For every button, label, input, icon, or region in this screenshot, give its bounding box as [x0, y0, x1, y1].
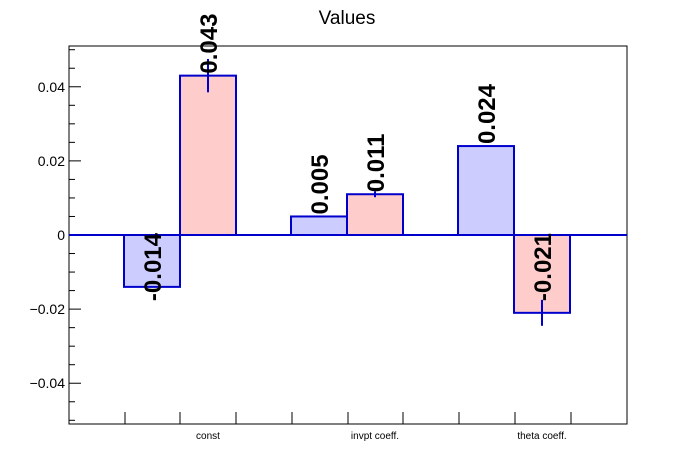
x-tick-label: const: [196, 431, 220, 442]
bar: [123, 234, 181, 288]
y-tick-label: −0.02: [30, 301, 66, 317]
data-label: 0.043: [196, 14, 223, 74]
data-label: 0.011: [363, 134, 390, 193]
data-label: -0.014: [140, 232, 167, 301]
x-tick-label: theta coeff.: [517, 431, 566, 442]
bar: [179, 74, 237, 236]
y-tick-label: 0.04: [38, 79, 65, 95]
chart-title: Values: [319, 8, 376, 29]
data-label: 0.005: [307, 154, 334, 214]
bar: [346, 193, 404, 236]
y-tick-label: −0.04: [30, 375, 66, 391]
data-label: -0.021: [530, 233, 557, 301]
bar: [457, 145, 515, 236]
bar: [290, 215, 348, 236]
data-label: 0.024: [474, 83, 501, 144]
x-tick-label: invpt coeff.: [351, 431, 399, 442]
y-tick-label: 0: [57, 227, 65, 243]
y-tick-label: 0.02: [38, 153, 65, 169]
